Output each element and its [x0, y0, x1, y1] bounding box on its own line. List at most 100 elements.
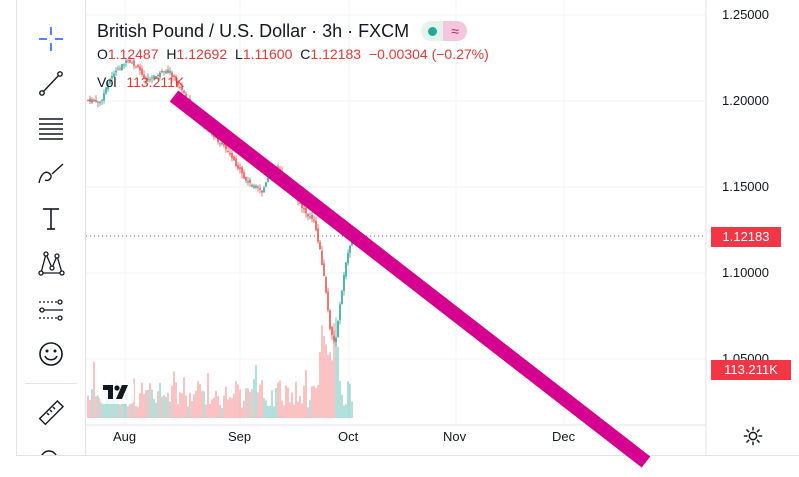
volume-bar: [173, 371, 175, 418]
volume-bar: [179, 392, 181, 418]
candle-body: [111, 76, 113, 79]
gear-icon[interactable]: [742, 425, 764, 447]
brush-icon[interactable]: [34, 156, 68, 190]
volume-bar: [285, 385, 287, 418]
volume-bar: [263, 397, 265, 418]
volume-bar: [217, 396, 219, 418]
ruler-icon[interactable]: [34, 396, 68, 430]
candle-body: [123, 64, 125, 66]
crosshair-icon[interactable]: [34, 22, 68, 56]
candle-body: [249, 179, 251, 183]
volume-bar: [239, 389, 241, 418]
candle-body: [337, 321, 339, 338]
volume-bar: [227, 399, 229, 418]
candle-body: [109, 79, 111, 84]
candle-body: [97, 101, 99, 103]
candle-body: [301, 203, 303, 208]
emoji-icon[interactable]: [34, 337, 68, 371]
volume-bar: [319, 352, 321, 418]
status-pill[interactable]: ≈: [421, 21, 468, 41]
forecast-icon[interactable]: [34, 292, 68, 326]
volume-bar: [141, 382, 143, 418]
volume-bar: [181, 393, 183, 418]
volume-bar: [137, 407, 139, 418]
candle-body: [345, 262, 347, 277]
candle-body: [261, 190, 263, 193]
candle-body: [117, 68, 119, 70]
market-open-icon: [421, 21, 443, 41]
volume-bar: [225, 386, 227, 418]
toolbar-separator: [25, 383, 77, 384]
candle-body: [147, 78, 149, 80]
volume-bar: [251, 389, 253, 418]
candle-body: [129, 60, 131, 63]
volume-bar: [335, 317, 337, 418]
candle-body: [137, 65, 139, 67]
price-tick: 1.10000: [722, 265, 769, 280]
volume-bar: [153, 399, 155, 418]
volume-bar: [99, 398, 101, 418]
candle-body: [329, 310, 331, 329]
volume-bar: [213, 397, 215, 418]
volume-bar: [195, 390, 197, 418]
candle-body: [223, 143, 225, 146]
candle-body: [305, 207, 307, 214]
candle-body: [233, 156, 235, 161]
symbol-title[interactable]: British Pound / U.S. Dollar · 3h · FXCM: [97, 20, 410, 41]
candle-body: [131, 62, 133, 64]
volume-bar: [279, 380, 281, 418]
tradingview-logo-icon[interactable]: [100, 380, 134, 404]
volume-bar: [287, 387, 289, 418]
candle-body: [101, 100, 103, 102]
candle-body: [265, 182, 267, 187]
candle-body: [351, 241, 353, 246]
ohlc-values: O1.12487 H1.12692 L1.11600 C1.12183 −0.0…: [97, 46, 489, 62]
volume-bar: [257, 392, 259, 418]
pattern-icon[interactable]: [34, 246, 68, 280]
volume-bar: [347, 381, 349, 418]
volume-bar: [157, 391, 159, 418]
volume-bar: [197, 381, 199, 418]
text-icon[interactable]: [34, 201, 68, 235]
volume-bar: [193, 394, 195, 418]
volume-bar: [345, 404, 347, 418]
volume-bar: [209, 403, 211, 418]
time-tick: Sep: [228, 429, 252, 444]
volume-bar: [249, 391, 251, 418]
volume-bar: [297, 401, 299, 418]
volume-bar: [241, 407, 243, 418]
candle-body: [173, 75, 175, 77]
candle-body: [165, 71, 167, 73]
fib-lines-icon[interactable]: [34, 110, 68, 144]
open-value: 1.12487: [107, 46, 159, 62]
candle-body: [239, 167, 241, 170]
volume-bar: [147, 389, 149, 418]
candle-body: [107, 83, 109, 90]
candle-body: [309, 216, 311, 218]
candle-body: [347, 253, 349, 264]
candle-body: [157, 74, 159, 76]
price-tick: 1.20000: [722, 93, 769, 108]
trendline-icon[interactable]: [34, 66, 68, 100]
candle-body: [237, 164, 239, 169]
candle-body: [163, 71, 165, 73]
current-price-badge: 1.12183: [711, 227, 781, 247]
volume-bar: [223, 395, 225, 418]
chart-frame: [16, 0, 799, 456]
volume-bar: [265, 400, 267, 418]
volume-bar: [89, 400, 91, 418]
candle-body: [247, 181, 249, 183]
zoom-icon[interactable]: [34, 440, 68, 455]
volume-bar: [131, 394, 133, 418]
candle-body: [217, 137, 219, 143]
volume-bar: [255, 364, 257, 418]
candle-body: [235, 158, 237, 167]
volume-bar: [317, 384, 319, 418]
candle-body: [231, 152, 233, 159]
candle-body: [255, 185, 257, 188]
volume-bar: [113, 398, 115, 418]
volume-bar: [269, 405, 271, 418]
time-tick: Dec: [552, 429, 576, 444]
volume-bar: [185, 395, 187, 418]
